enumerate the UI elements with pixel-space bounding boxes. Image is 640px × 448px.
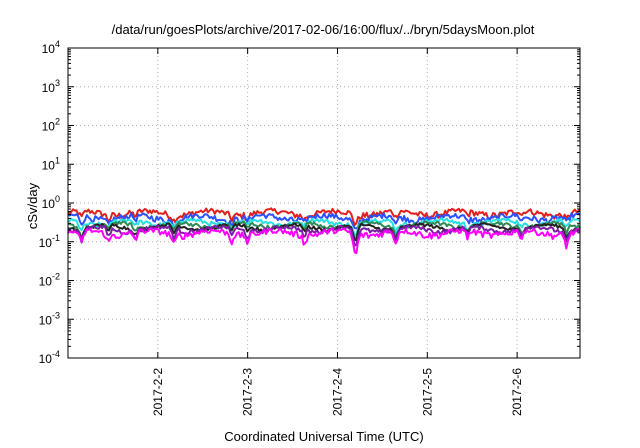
x-tick-label: 2017-2-4 [330,368,344,416]
y-axis-label: cSv/day [25,182,40,229]
series-line [67,227,581,255]
x-axis-label: Coordinated Universal Time (UTC) [224,429,423,444]
x-ticks: 2017-2-2 2017-2-3 2017-2-4 2017-2-5 2017-2-6 [151,48,524,416]
y-tick-label: 101 [42,155,60,172]
x-tick-label: 2017-2-2 [151,368,165,416]
series-lines [67,207,581,255]
x-tick-label: 2017-2-5 [420,368,434,416]
y-tick-label: 10-3 [39,310,60,327]
y-tick-label: 10-4 [39,349,60,366]
y-ticks: 10-4 10-3 10-2 10-1 100 101 102 103 104 [39,39,580,366]
series-line [67,217,581,237]
y-tick-label: 104 [42,39,60,56]
series-line [67,212,581,230]
y-tick-label: 100 [42,194,60,211]
x-tick-label: 2017-2-3 [241,368,255,416]
y-tick-label: 10-1 [39,233,60,250]
y-tick-label: 103 [42,78,60,95]
series-line [67,224,581,247]
series-line [67,207,581,227]
chart-title: /data/run/goesPlots/archive/2017-02-06/1… [112,22,535,37]
y-tick-label: 102 [42,117,60,134]
grid [68,48,580,358]
x-tick-label: 2017-2-6 [510,368,524,416]
y-tick-label: 10-2 [39,272,60,289]
